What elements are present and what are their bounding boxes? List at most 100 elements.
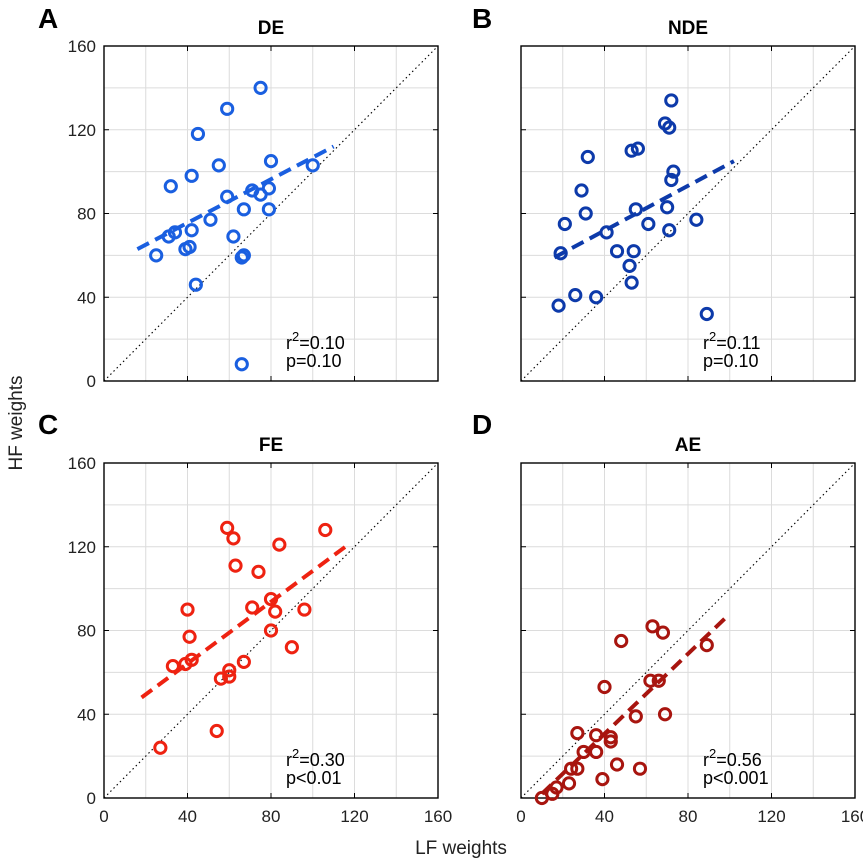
data-point (234, 250, 249, 265)
data-point (689, 212, 704, 227)
x-tick-label: 80 (679, 807, 698, 826)
panel-C: 0 40 80 120 160 0 40 80 120 160 C FE r2=0.30p<0.01 (38, 409, 452, 826)
panel-A: 0 40 80 120 160 A DE r2=0.10p=0.10 (38, 3, 439, 391)
data-point (551, 298, 566, 313)
panel-letter: B (472, 3, 492, 34)
data-point (662, 120, 677, 135)
stat-r-squared: r2=0.56 (703, 746, 762, 770)
data-point (632, 761, 648, 776)
panel-title: FE (259, 435, 283, 456)
x-tick-label: 40 (178, 807, 197, 826)
data-point (570, 725, 585, 741)
data-point (184, 652, 199, 667)
stat-p-value: p=0.10 (286, 351, 342, 371)
stat-r-value: =0.30 (299, 750, 345, 770)
data-point (305, 158, 320, 173)
stat-r-value: =0.11 (716, 333, 760, 353)
data-point (624, 275, 639, 290)
stat-r-superscript: 2 (292, 329, 299, 344)
y-tick-label: 40 (77, 705, 96, 724)
data-point (253, 187, 268, 202)
data-point (599, 225, 614, 240)
data-point (622, 258, 637, 273)
data-point (568, 288, 583, 303)
stat-r-symbol: r (703, 750, 709, 770)
data-point (570, 761, 585, 776)
data-point (236, 248, 251, 263)
data-point (234, 357, 249, 372)
stat-r-squared: r2=0.11 (703, 329, 760, 353)
data-point (624, 143, 639, 158)
data-point (263, 591, 279, 607)
x-axis-label: LF weights (415, 838, 507, 859)
data-point (226, 229, 241, 244)
x-tick-label: 0 (99, 807, 108, 826)
y-tick-label: 80 (77, 205, 96, 224)
stat-r-symbol: r (703, 333, 709, 353)
stat-p-value: p<0.01 (286, 768, 342, 788)
data-point (662, 223, 677, 238)
panel-letter: A (38, 3, 58, 34)
stat-r-superscript: 2 (709, 746, 716, 761)
data-point (626, 244, 641, 259)
x-tick-label: 120 (757, 807, 785, 826)
regression-line (140, 543, 350, 700)
data-point (666, 164, 681, 179)
stat-r-value: =0.56 (716, 750, 762, 770)
data-point (228, 558, 243, 573)
data-point (630, 141, 646, 156)
panel-B: B NDE r2=0.11p=0.10 (472, 3, 856, 382)
data-point (272, 537, 287, 552)
data-point (167, 225, 183, 240)
x-tick-label: 0 (516, 807, 525, 826)
data-point (251, 564, 266, 579)
y-tick-label: 40 (77, 288, 96, 307)
data-point (614, 633, 629, 649)
panel-title: AE (675, 435, 701, 456)
stat-p-value: p<0.001 (703, 768, 769, 788)
y-tick-label: 120 (68, 121, 96, 140)
panel-title: DE (258, 18, 284, 39)
x-tick-label: 40 (595, 807, 614, 826)
data-point (664, 172, 679, 188)
data-point (284, 640, 299, 655)
data-point (603, 734, 618, 749)
stat-r-superscript: 2 (292, 746, 299, 761)
data-point (263, 623, 279, 638)
data-point (153, 740, 168, 755)
data-point (561, 776, 577, 791)
data-point (534, 790, 549, 806)
x-tick-label: 160 (424, 807, 452, 826)
panel-letter: C (38, 409, 58, 440)
data-point (220, 520, 235, 536)
data-point (236, 202, 251, 217)
data-point (651, 673, 666, 688)
panel-letter: D (472, 409, 492, 440)
stat-r-squared: r2=0.10 (286, 329, 345, 353)
panel-title: NDE (668, 18, 708, 39)
regression-line (553, 159, 735, 260)
stat-r-superscript: 2 (709, 329, 716, 344)
data-point (609, 244, 625, 259)
data-point (660, 200, 675, 215)
stat-p-value: p=0.10 (703, 351, 759, 371)
x-tick-label: 160 (841, 807, 863, 826)
data-point (655, 625, 671, 640)
x-tick-label: 80 (262, 807, 281, 826)
stat-r-squared: r2=0.30 (286, 746, 345, 770)
data-point (226, 531, 241, 546)
data-point (268, 604, 283, 619)
y-axis-label: HF weights (6, 375, 27, 470)
data-point (209, 723, 224, 739)
data-point (190, 126, 206, 142)
data-point (222, 663, 237, 678)
data-point (589, 728, 604, 743)
y-tick-label: 0 (87, 372, 96, 391)
x-tick-label: 120 (340, 807, 368, 826)
data-point (220, 101, 235, 116)
y-tick-label: 80 (77, 622, 96, 641)
data-point (597, 679, 612, 695)
data-point (180, 602, 195, 617)
data-point (564, 761, 579, 776)
data-point (645, 619, 660, 634)
